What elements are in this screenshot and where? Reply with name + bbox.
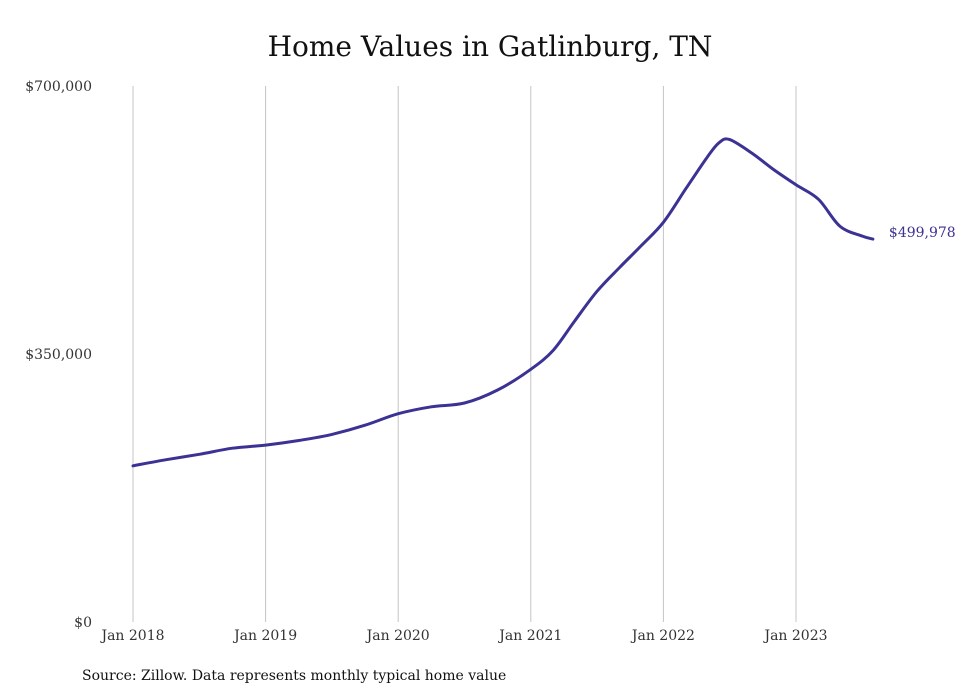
x-tick-label: Jan 2021 bbox=[497, 628, 562, 644]
y-axis-ticks: $0 $350,000 $700,000 bbox=[25, 79, 92, 631]
y-tick-label: $350,000 bbox=[25, 347, 92, 363]
x-tick-label: Jan 2023 bbox=[762, 628, 827, 644]
series-layer: $499,978 bbox=[131, 137, 956, 468]
x-tick-label: Jan 2020 bbox=[365, 628, 430, 644]
y-tick-label: $700,000 bbox=[25, 79, 92, 95]
x-axis-ticks: Jan 2018 Jan 2019 Jan 2020 Jan 2021 Jan 2022… bbox=[99, 628, 827, 644]
chart-title: Home Values in Gatlinburg, TN bbox=[267, 30, 713, 63]
gridlines bbox=[132, 86, 797, 622]
x-tick-label: Jan 2018 bbox=[99, 628, 164, 644]
x-tick-label: Jan 2022 bbox=[630, 628, 695, 644]
end-value-label: $499,978 bbox=[889, 225, 956, 241]
y-tick-label: $0 bbox=[74, 615, 92, 631]
x-tick-label: Jan 2019 bbox=[232, 628, 297, 644]
source-note: Source: Zillow. Data represents monthly … bbox=[82, 668, 507, 684]
series-line bbox=[131, 137, 875, 468]
